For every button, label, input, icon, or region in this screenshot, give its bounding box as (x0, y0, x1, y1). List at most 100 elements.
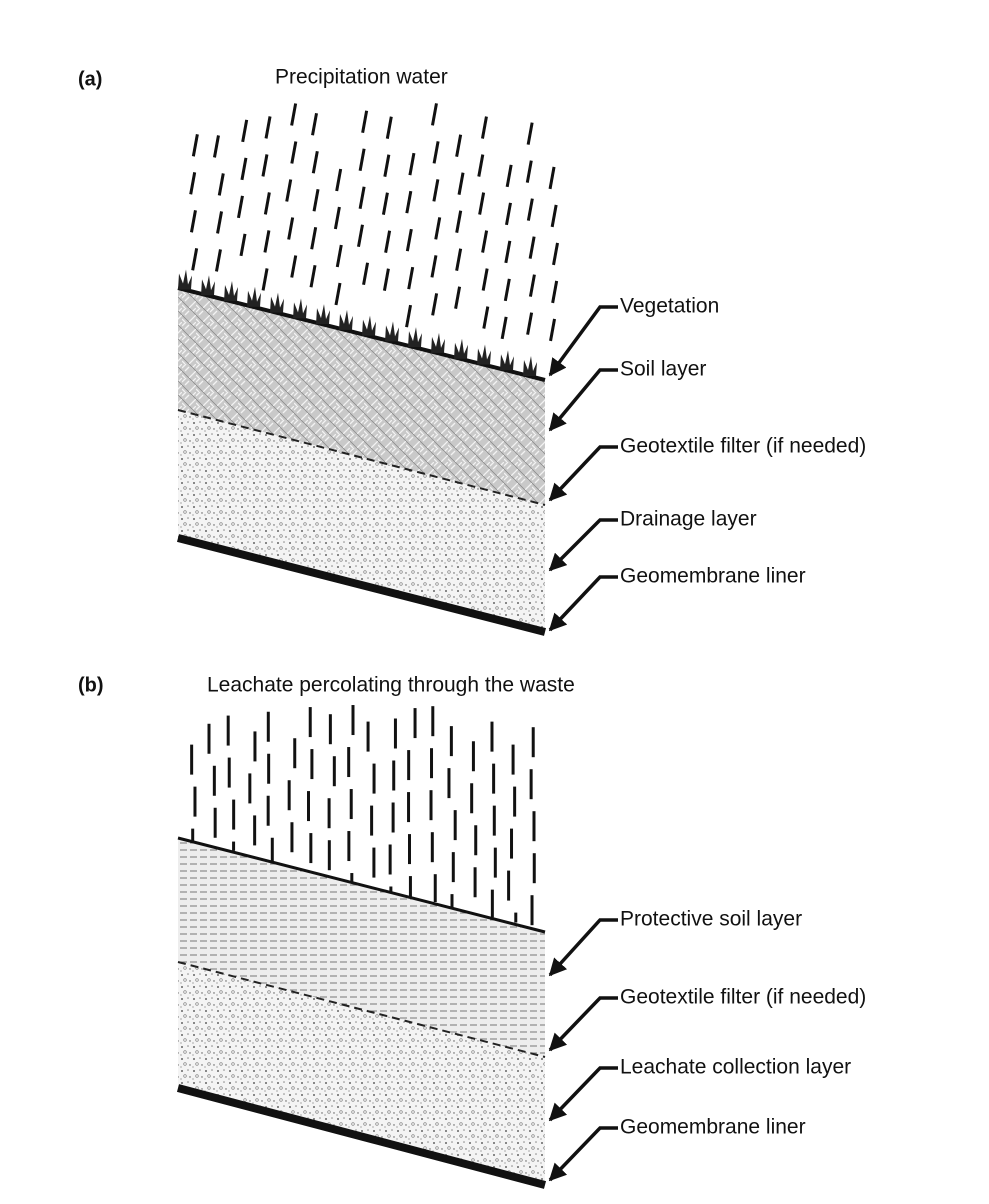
vegetation (293, 298, 307, 319)
panel-label: (b) (78, 674, 104, 696)
rain-drop (290, 255, 298, 278)
callout-arrow (548, 445, 618, 502)
rain-drop (285, 179, 293, 202)
rain-drop (191, 134, 199, 157)
rain-drop (311, 150, 319, 174)
callout-arrow (548, 518, 618, 572)
callout-arrow (548, 1126, 618, 1182)
rain-drop (526, 122, 534, 145)
callout-label: Vegetation (620, 295, 719, 318)
panel-title: Leachate percolating through the waste (207, 674, 575, 697)
vegetation (339, 309, 353, 330)
rain-drop (482, 306, 490, 329)
rain-drop (528, 274, 536, 297)
rain-drop (384, 230, 392, 253)
rain-drop (382, 268, 390, 291)
rain-drop (505, 202, 512, 226)
rain-drop (552, 242, 559, 266)
rain-drop (212, 135, 220, 158)
rain-drop (455, 248, 463, 271)
rain-drop (263, 230, 271, 253)
callout-arrow (548, 996, 618, 1052)
rain-drop (528, 236, 536, 259)
rain-drop (408, 152, 416, 176)
rain-drop (385, 116, 393, 139)
vegetation (500, 350, 514, 371)
vegetation (477, 344, 491, 365)
vegetation (201, 275, 215, 296)
rain-drop (430, 103, 438, 126)
rain-drop (549, 318, 557, 342)
rain-drop (216, 211, 224, 234)
surface-line (177, 836, 546, 934)
geomembrane-line (176, 1084, 547, 1189)
rain-drop (503, 278, 511, 302)
rain-drop (434, 217, 442, 240)
callout-arrow (548, 305, 618, 377)
rain-drop (431, 293, 439, 316)
rain-drop (335, 168, 343, 192)
protective-soil-layer (178, 838, 545, 1057)
rain-drop (310, 226, 318, 250)
rain-drop (405, 190, 413, 214)
rain-drop (551, 280, 559, 304)
vegetation (270, 292, 284, 313)
rain-drop (217, 173, 225, 196)
panel-title: Precipitation water (275, 66, 448, 89)
rain-drop (432, 179, 440, 202)
callout-arrow (548, 575, 618, 632)
callout-label: Soil layer (620, 358, 706, 381)
rain-drop (333, 206, 341, 230)
rain-drop (548, 166, 556, 190)
rain-drop (362, 262, 370, 286)
callout-arrow (548, 1066, 618, 1122)
callout-label: Geotextile filter (if needed) (620, 986, 866, 1009)
geomembrane-line (177, 534, 546, 636)
callout-label: Leachate collection layer (620, 1056, 851, 1079)
rain-drop (189, 210, 197, 233)
callout-label: Geomembrane liner (620, 1116, 806, 1139)
rain-drop (239, 233, 247, 257)
rain-drop (457, 172, 465, 195)
vegetation (454, 338, 468, 359)
rain-drop (290, 141, 298, 164)
rain-drop (357, 224, 364, 248)
rain-drop (383, 154, 391, 177)
rain-drop (309, 264, 317, 288)
vegetation (362, 315, 376, 336)
vegetation (178, 269, 192, 290)
rain-drop (287, 217, 295, 240)
rain-drop (312, 188, 320, 212)
rain-drop (361, 110, 369, 134)
rain-drop (481, 230, 489, 253)
rain-drop (430, 255, 438, 278)
rain-drop (432, 141, 440, 164)
vegetation (316, 304, 330, 325)
rain-drop (263, 192, 271, 215)
rain-drop (405, 228, 413, 252)
panel-label: (a) (78, 68, 102, 90)
rain-drop (264, 116, 272, 139)
rain-drop (405, 304, 413, 328)
callout-label: Geomembrane liner (620, 565, 806, 588)
collection-layer (178, 962, 545, 1185)
rain-drop (455, 134, 463, 157)
vegetation (247, 286, 261, 307)
soil-layer (178, 288, 545, 505)
rain-drop (478, 192, 486, 215)
rain-drop (505, 164, 513, 188)
callout-arrow (548, 368, 618, 432)
rain-drop (504, 240, 512, 264)
vegetation (431, 332, 445, 353)
rain-drop (335, 244, 343, 268)
vegetation (385, 321, 399, 342)
rain-drop (334, 282, 342, 306)
callout-label: Geotextile filter (if needed) (620, 435, 866, 458)
rain-drop (526, 198, 534, 221)
rain-drop (455, 210, 463, 233)
rain-drop (241, 119, 249, 143)
rain-drop (481, 268, 489, 291)
rain-drop (407, 266, 415, 290)
rain-drop (500, 316, 508, 340)
rain-drop (189, 172, 197, 195)
